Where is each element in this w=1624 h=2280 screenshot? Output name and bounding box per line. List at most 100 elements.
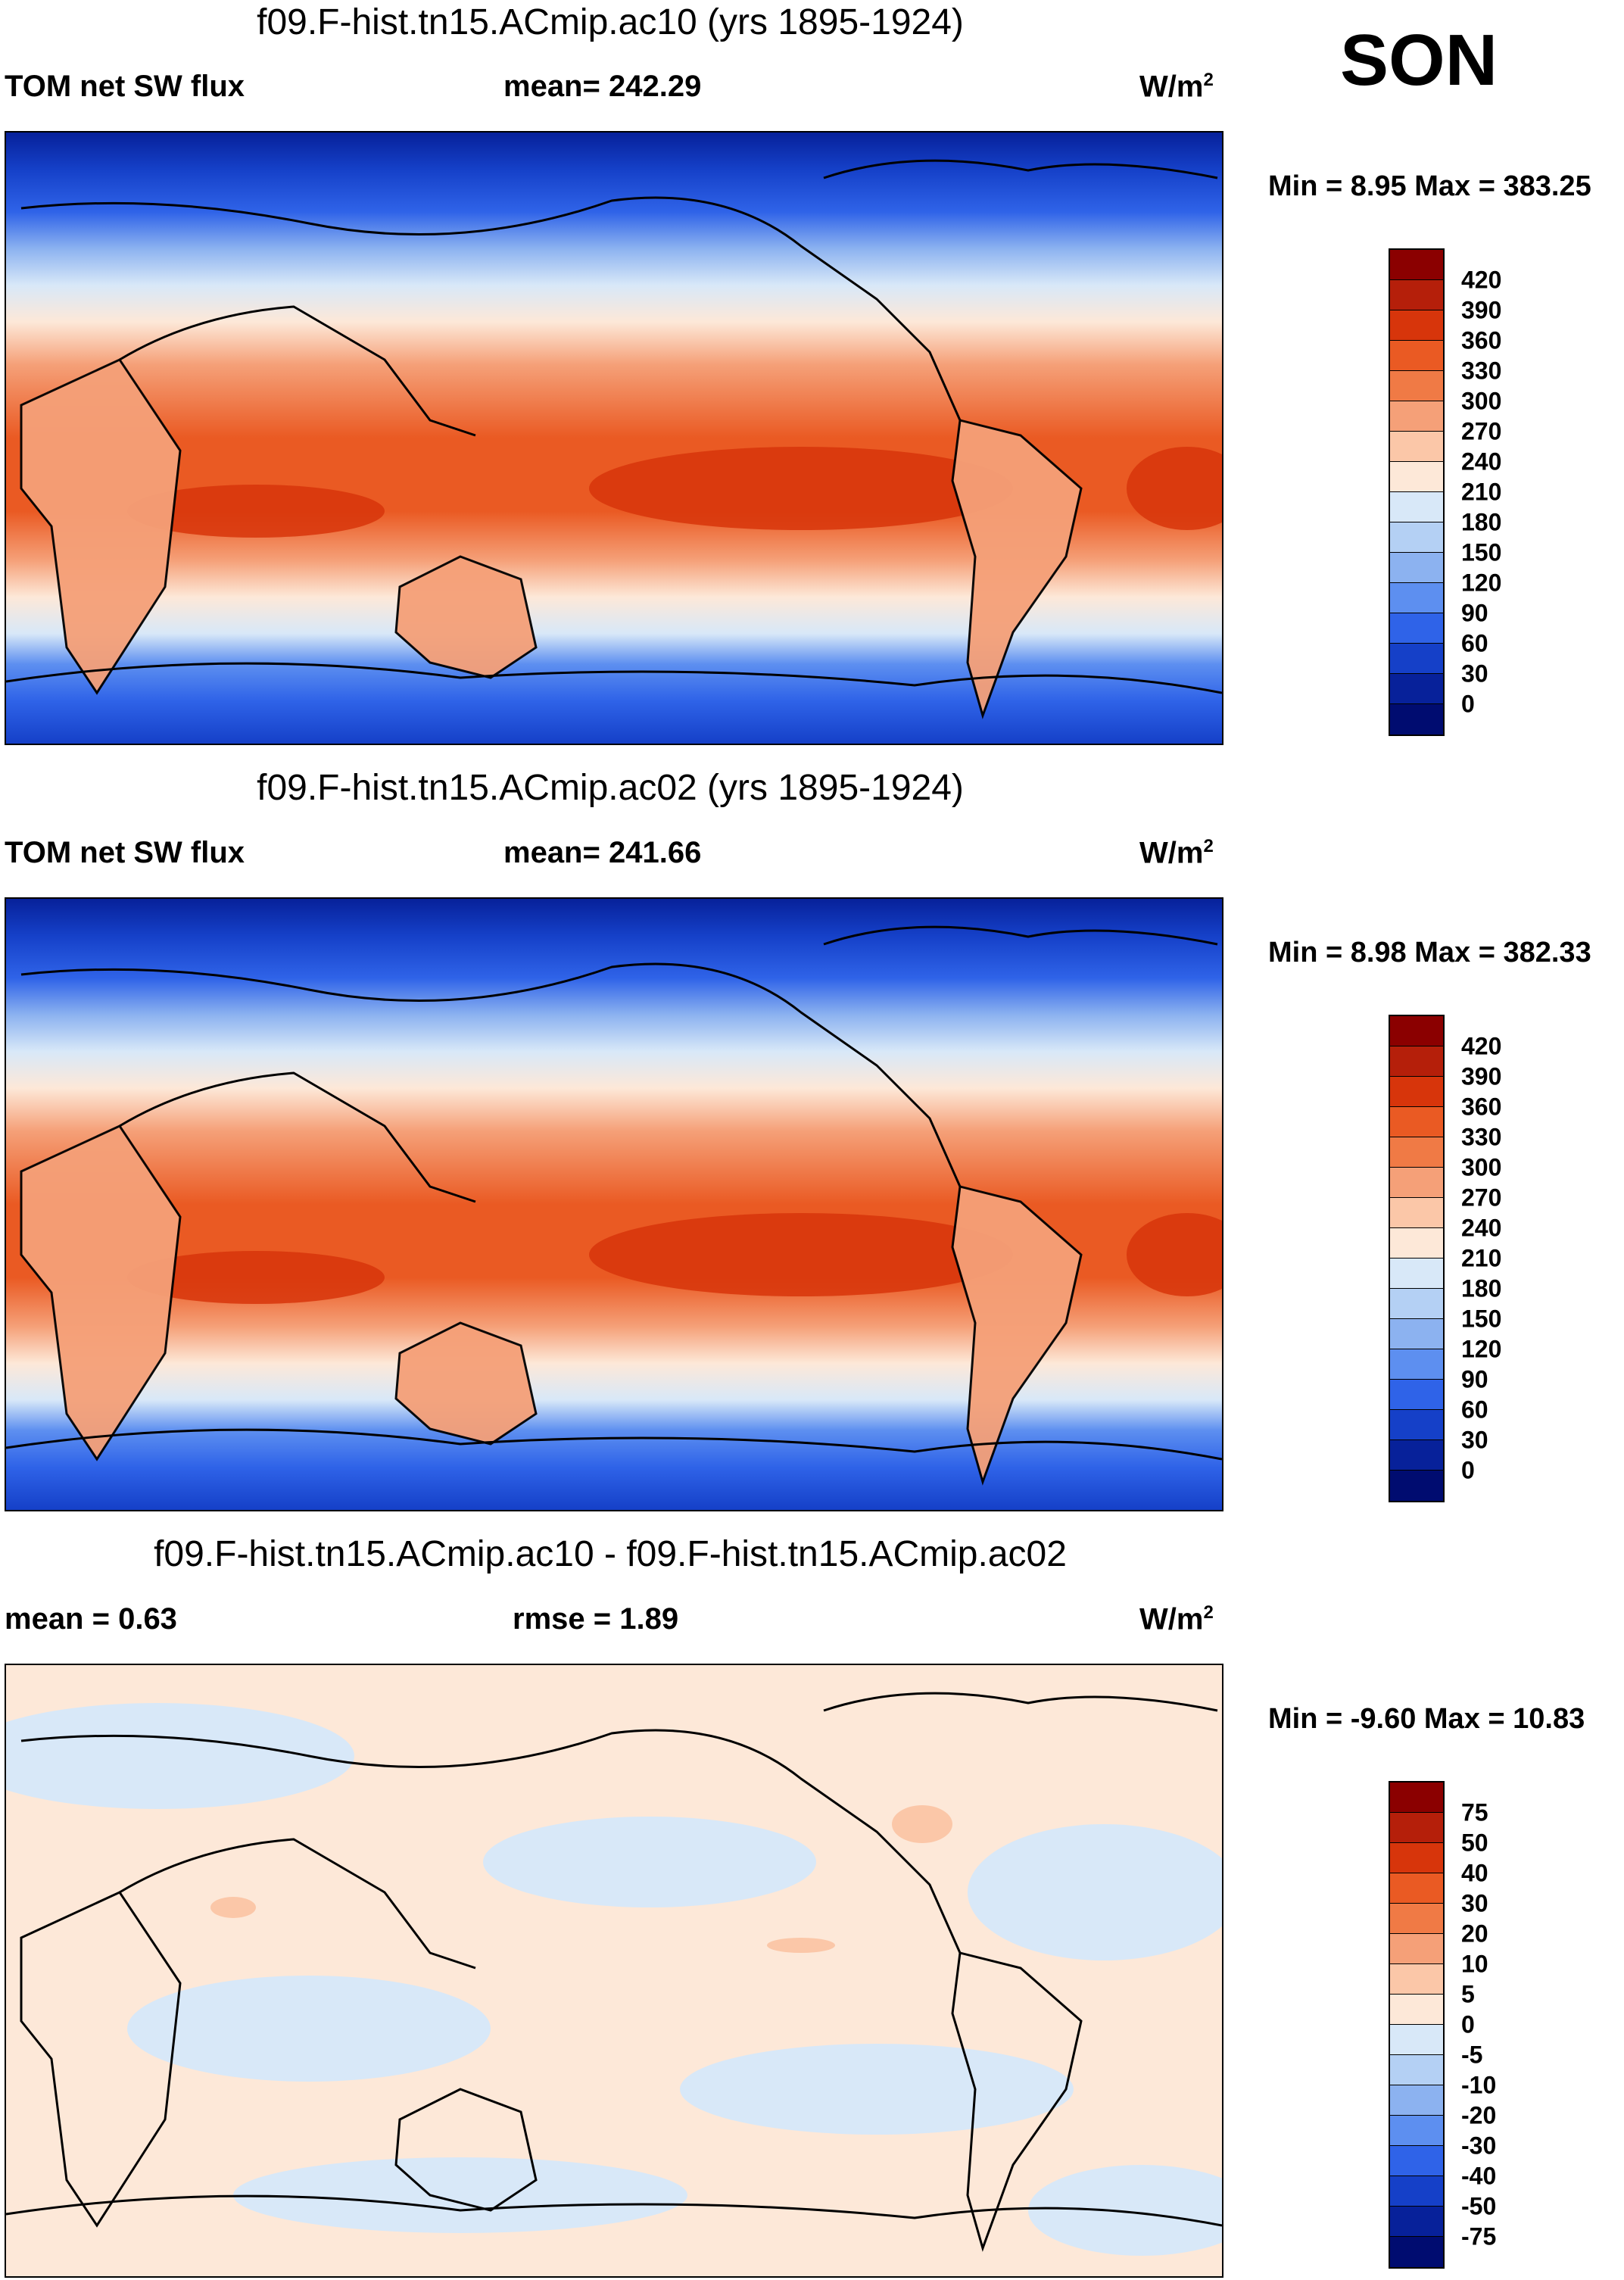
colorbar-swatch <box>1390 1380 1443 1410</box>
colorbar-tick-label: 30 <box>1461 1889 1488 1917</box>
colorbar-tick-label: 330 <box>1461 1123 1502 1151</box>
colorbar-tick-label: 40 <box>1461 1859 1488 1887</box>
colorbar-tick-label: -40 <box>1461 2162 1497 2190</box>
colorbar-tick-label: 300 <box>1461 387 1502 415</box>
colorbar-swatch <box>1390 341 1443 371</box>
colorbar-tick-label: 5 <box>1461 1980 1475 2008</box>
colorbar-tick-label: 30 <box>1461 660 1488 688</box>
colorbar-tick-label: 210 <box>1461 1244 1502 1272</box>
colorbar-swatch <box>1390 2025 1443 2055</box>
colorbar-tick-label: 240 <box>1461 1214 1502 1242</box>
panel3-mean-label: mean = 0.63 <box>5 1602 177 1636</box>
panel3-units: W/m2 <box>1139 1602 1214 1636</box>
panel1-title: f09.F-hist.tn15.ACmip.ac10 (yrs 1895-192… <box>257 2 964 42</box>
panel2-title: f09.F-hist.tn15.ACmip.ac02 (yrs 1895-192… <box>257 768 964 808</box>
colorbar-swatch <box>1390 2055 1443 2085</box>
colorbar-swatch <box>1390 1934 1443 1964</box>
colorbar-tick-label: 90 <box>1461 599 1488 627</box>
panel2-minmax: Min = 8.98 Max = 382.33 <box>1268 937 1591 968</box>
colorbar-swatch <box>1390 1046 1443 1077</box>
panel2-colorbar <box>1389 1015 1445 1502</box>
colorbar-tick-label: 120 <box>1461 1335 1502 1363</box>
colorbar-tick-label: -5 <box>1461 2041 1483 2069</box>
panel1-colorbar <box>1389 248 1445 736</box>
colorbar-swatch <box>1390 1168 1443 1198</box>
colorbar-tick-label: 60 <box>1461 1396 1488 1424</box>
colorbar-swatch <box>1390 1471 1443 1501</box>
colorbar-swatch <box>1390 1843 1443 1873</box>
colorbar-tick-label: 0 <box>1461 2010 1475 2038</box>
panel3-map <box>5 1664 1223 2278</box>
colorbar-swatch <box>1390 2176 1443 2207</box>
panel2-variable-label: TOM net SW flux <box>5 836 245 869</box>
colorbar-swatch <box>1390 1228 1443 1259</box>
colorbar-tick-label: 90 <box>1461 1365 1488 1393</box>
colorbar-swatch <box>1390 250 1443 280</box>
colorbar-swatch <box>1390 613 1443 644</box>
colorbar-swatch <box>1390 1016 1443 1046</box>
colorbar-swatch <box>1390 1783 1443 1813</box>
colorbar-tick-label: 10 <box>1461 1950 1488 1978</box>
colorbar-swatch <box>1390 2146 1443 2176</box>
panel1-units: W/m2 <box>1139 70 1214 104</box>
colorbar-tick-label: -30 <box>1461 2132 1497 2160</box>
colorbar-tick-label: 180 <box>1461 1274 1502 1302</box>
colorbar-swatch <box>1390 1289 1443 1319</box>
panel2-units: W/m2 <box>1139 836 1214 870</box>
colorbar-tick-label: 330 <box>1461 357 1502 385</box>
colorbar-tick-label: -75 <box>1461 2222 1497 2250</box>
colorbar-swatch <box>1390 492 1443 522</box>
panel1-map <box>5 131 1223 745</box>
colorbar-tick-label: 180 <box>1461 508 1502 536</box>
colorbar-tick-label: -50 <box>1461 2192 1497 2220</box>
panel1-variable-label: TOM net SW flux <box>5 70 245 103</box>
colorbar-swatch <box>1390 674 1443 704</box>
colorbar-swatch <box>1390 371 1443 401</box>
colorbar-tick-label: 300 <box>1461 1153 1502 1181</box>
colorbar-tick-label: 390 <box>1461 1062 1502 1090</box>
colorbar-swatch <box>1390 1198 1443 1228</box>
colorbar-tick-label: 30 <box>1461 1426 1488 1454</box>
colorbar-swatch <box>1390 2116 1443 2146</box>
colorbar-tick-label: 50 <box>1461 1829 1488 1857</box>
colorbar-tick-label: 0 <box>1461 1456 1475 1484</box>
colorbar-swatch <box>1390 1077 1443 1107</box>
colorbar-swatch <box>1390 2207 1443 2237</box>
panel3-title: f09.F-hist.tn15.ACmip.ac10 - f09.F-hist.… <box>154 1534 1067 1574</box>
colorbar-tick-label: 150 <box>1461 1305 1502 1333</box>
colorbar-tick-label: 120 <box>1461 569 1502 597</box>
panel1-mean-label: mean= 242.29 <box>503 70 702 103</box>
colorbar-tick-label: 20 <box>1461 1920 1488 1948</box>
season-label: SON <box>1340 20 1498 101</box>
colorbar-swatch <box>1390 1137 1443 1168</box>
colorbar-tick-label: 360 <box>1461 1093 1502 1121</box>
colorbar-swatch <box>1390 1873 1443 1904</box>
colorbar-tick-label: 420 <box>1461 1032 1502 1060</box>
colorbar-swatch <box>1390 583 1443 613</box>
colorbar-swatch <box>1390 1319 1443 1349</box>
panel3-minmax: Min = -9.60 Max = 10.83 <box>1268 1703 1585 1735</box>
colorbar-swatch <box>1390 644 1443 674</box>
colorbar-tick-label: 270 <box>1461 417 1502 445</box>
colorbar-swatch <box>1390 280 1443 310</box>
colorbar-tick-label: 390 <box>1461 296 1502 324</box>
colorbar-tick-label: 360 <box>1461 326 1502 354</box>
colorbar-swatch <box>1390 1410 1443 1440</box>
colorbar-tick-label: 0 <box>1461 690 1475 718</box>
colorbar-tick-label: 75 <box>1461 1798 1488 1826</box>
colorbar-swatch <box>1390 1964 1443 1995</box>
colorbar-swatch <box>1390 1440 1443 1471</box>
colorbar-swatch <box>1390 1813 1443 1843</box>
colorbar-swatch <box>1390 704 1443 735</box>
colorbar-swatch <box>1390 2085 1443 2116</box>
colorbar-tick-label: -10 <box>1461 2071 1497 2099</box>
colorbar-tick-label: 150 <box>1461 538 1502 566</box>
colorbar-swatch <box>1390 1349 1443 1380</box>
colorbar-swatch <box>1390 462 1443 492</box>
panel3-rmse-label: rmse = 1.89 <box>513 1602 679 1636</box>
colorbar-tick-label: 270 <box>1461 1184 1502 1212</box>
panel1-minmax: Min = 8.95 Max = 383.25 <box>1268 170 1591 202</box>
colorbar-swatch <box>1390 310 1443 341</box>
colorbar-tick-label: -20 <box>1461 2101 1497 2129</box>
panel2-mean-label: mean= 241.66 <box>503 836 702 869</box>
